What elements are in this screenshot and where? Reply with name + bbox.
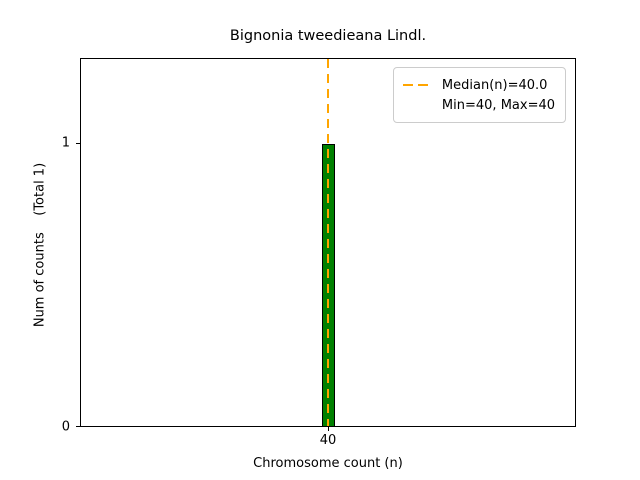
y-tick-mark-1	[76, 143, 80, 144]
median-line	[327, 59, 329, 426]
x-axis-label: Chromosome count (n)	[253, 456, 403, 471]
x-tick-mark-40	[328, 427, 329, 431]
median-dashed-line-swatch	[402, 84, 433, 86]
legend: Median(n)=40.0 Min=40, Max=40	[392, 67, 566, 123]
y-tick-label-1: 1	[61, 135, 70, 151]
chart-title: Bignonia tweedieana Lindl.	[229, 28, 427, 44]
x-tick-label-40: 40	[319, 433, 337, 448]
plot-area: Median(n)=40.0 Min=40, Max=40	[80, 58, 576, 427]
legend-label-median: Median(n)=40.0	[441, 77, 548, 93]
legend-entry-minmax: Min=40, Max=40	[403, 95, 555, 115]
y-tick-label-0: 0	[61, 419, 70, 435]
legend-label-minmax: Min=40, Max=40	[441, 97, 555, 113]
legend-entry-median: Median(n)=40.0	[402, 75, 555, 95]
empty-legend-swatch	[403, 104, 433, 106]
y-tick-mark-0	[76, 426, 80, 427]
y-axis-label: Num of counts (Total 1)	[32, 162, 48, 328]
